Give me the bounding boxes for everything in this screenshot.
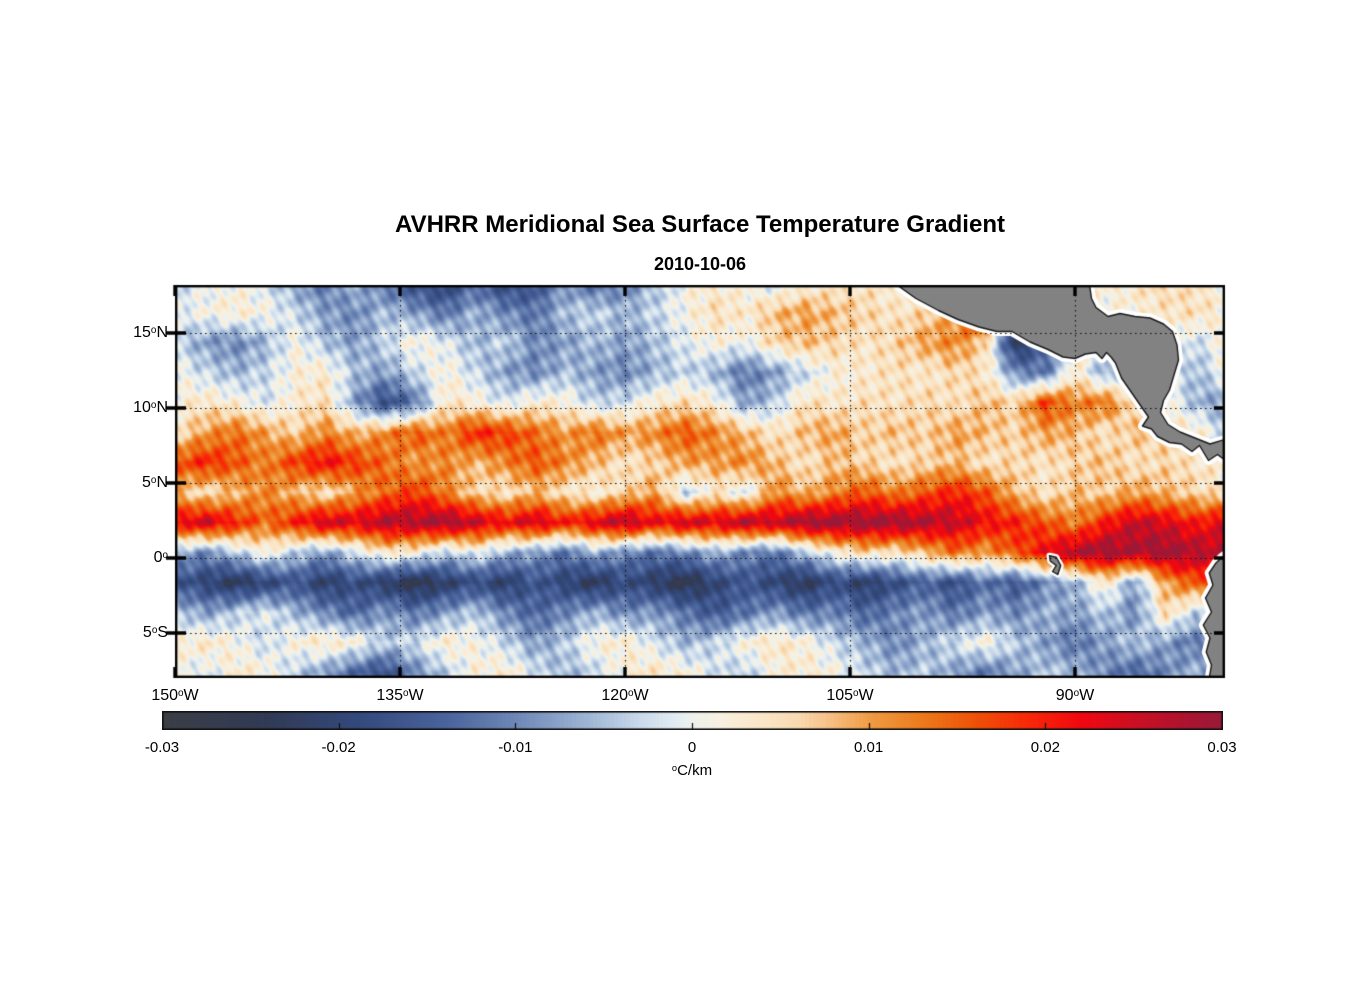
chart-date-subtitle: 2010-10-06	[653, 254, 747, 274]
y-axis-tick-label: 15oN	[133, 324, 168, 341]
x-axis-tick-label: 120oW	[601, 687, 649, 704]
colorbar-unit-label: oC/km	[671, 762, 713, 779]
colorbar-tick-label: 0.03	[1207, 739, 1237, 756]
x-axis-tick-label: 135oW	[376, 687, 424, 704]
colorbar-tick-label: 0.02	[1030, 739, 1060, 756]
y-axis-tick-label: 5oN	[142, 474, 168, 491]
colorbar-tick-label: -0.01	[498, 739, 533, 756]
colorbar-tick-label: 0	[687, 739, 697, 756]
y-axis-tick-label: 10oN	[133, 399, 168, 416]
chart-title: AVHRR Meridional Sea Surface Temperature…	[395, 211, 1005, 238]
colorbar-tick-label: -0.03	[144, 739, 180, 756]
colorbar-tick-label: 0.01	[854, 739, 884, 756]
x-axis-tick-label: 90oW	[1055, 687, 1095, 704]
colorbar-gradient	[162, 711, 1223, 730]
y-axis-tick-label: 5oS	[142, 624, 168, 641]
x-axis-tick-label: 150oW	[151, 687, 199, 704]
sst-gradient-map-canvas	[163, 273, 1237, 690]
x-axis-tick-label: 105oW	[826, 687, 874, 704]
y-axis-tick-label: 0o	[153, 549, 168, 566]
colorbar-tick-label: -0.02	[321, 739, 356, 756]
